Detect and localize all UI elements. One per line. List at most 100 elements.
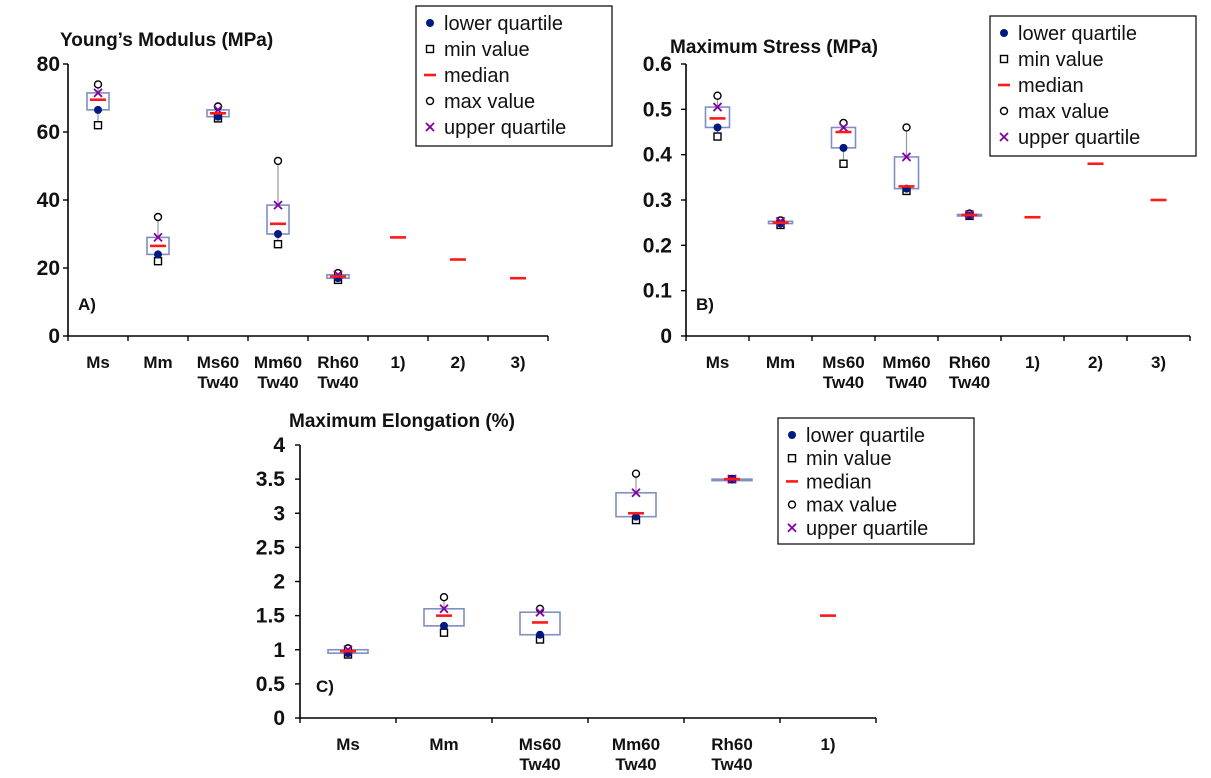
y-tick-label: 0 xyxy=(273,707,285,730)
min-value-marker xyxy=(273,239,283,249)
x-category-label: Ms60 xyxy=(822,353,865,372)
y-tick-label: 0.6 xyxy=(643,53,672,76)
lower-quartile-marker xyxy=(839,143,848,152)
legend-entry-label: min value xyxy=(1018,49,1104,71)
box-group xyxy=(830,118,857,168)
lower-quartile-marker xyxy=(788,431,796,439)
chart-title: Maximum Elongation (%) xyxy=(289,411,515,432)
x-category-label: Ms60 xyxy=(197,353,240,372)
upper-quartile-marker xyxy=(153,232,163,243)
legend: lower quartile min value median max value up… xyxy=(415,5,613,147)
min-value-marker xyxy=(153,257,163,266)
min-value-marker xyxy=(425,44,435,54)
min-value-marker xyxy=(93,120,103,130)
upper-quartile-marker xyxy=(775,216,786,226)
x-category-label: Mm xyxy=(143,353,172,372)
y-tick-label: 3 xyxy=(273,502,285,525)
max-value-marker xyxy=(631,469,641,478)
x-category-label: Mm xyxy=(429,735,458,754)
lower-quartile-marker xyxy=(713,123,722,132)
legend-entry-label: lower quartile xyxy=(444,13,563,35)
box-group xyxy=(615,469,657,525)
x-category-label: Rh60 xyxy=(711,735,753,754)
box-group xyxy=(767,216,794,230)
box-group xyxy=(86,80,110,130)
panel-label: C) xyxy=(316,677,334,696)
legend-entry-label: max value xyxy=(444,91,535,113)
upper-quartile-marker xyxy=(425,122,435,132)
legend-entry-label: upper quartile xyxy=(806,518,928,540)
max-value-marker xyxy=(153,212,163,222)
x-category-label: Rh60 xyxy=(317,353,359,372)
lower-quartile-marker xyxy=(94,105,102,114)
lower-quartile-marker xyxy=(536,630,544,639)
x-category-label: Tw40 xyxy=(886,373,927,392)
box-group xyxy=(711,474,753,484)
y-tick-label: 1 xyxy=(273,639,285,662)
x-category-label: Tw40 xyxy=(519,755,560,774)
upper-quartile-marker xyxy=(631,488,641,498)
x-category-label: Tw40 xyxy=(949,373,990,392)
box-group xyxy=(326,268,350,285)
y-tick-label: 0.2 xyxy=(643,234,672,257)
min-value-marker xyxy=(713,132,722,141)
chart-title: Maximum Stress (MPa) xyxy=(670,37,878,58)
lower-quartile-marker xyxy=(632,512,640,521)
y-tick-label: 20 xyxy=(37,257,60,280)
y-tick-label: 0 xyxy=(48,325,60,348)
x-category-label: Mm60 xyxy=(612,735,660,754)
x-category-label: Ms xyxy=(706,353,730,372)
y-tick-label: 0 xyxy=(660,325,672,348)
y-tick-label: 0.1 xyxy=(643,280,673,303)
y-tick-label: 3.5 xyxy=(256,468,286,491)
y-tick-label: 4 xyxy=(273,434,285,457)
min-value-marker xyxy=(839,159,848,168)
box-group xyxy=(327,644,369,659)
upper-quartile-marker xyxy=(439,604,449,614)
box-group xyxy=(956,209,983,221)
legend-entry-label: min value xyxy=(444,39,530,61)
x-category-label: Ms60 xyxy=(519,735,562,754)
box-body xyxy=(893,156,920,190)
y-tick-label: 0.4 xyxy=(643,144,673,167)
lower-quartile-marker xyxy=(154,250,162,259)
y-tick-label: 80 xyxy=(37,53,60,76)
upper-quartile-marker xyxy=(535,607,545,617)
y-tick-label: 60 xyxy=(37,121,60,144)
box-group xyxy=(519,604,561,644)
chart-title: Young’s Modulus (MPa) xyxy=(60,30,273,51)
y-tick-label: 2 xyxy=(273,571,285,594)
x-category-label: Tw40 xyxy=(615,755,656,774)
upper-quartile-marker xyxy=(343,645,353,655)
x-category-label: Mm xyxy=(766,353,795,372)
legend-entry-label: median xyxy=(806,471,872,493)
min-value-marker xyxy=(999,54,1009,64)
legend-entry-label: max value xyxy=(806,495,897,517)
x-category-label: Tw40 xyxy=(711,755,752,774)
y-tick-label: 0.3 xyxy=(643,189,672,212)
x-category-label: Mm60 xyxy=(882,353,930,372)
chart-panel-2: 00.10.20.30.40.50.6Ms Mm Ms60Tw40Mm60Tw40R… xyxy=(643,15,1197,392)
y-tick-label: 2.5 xyxy=(256,536,286,559)
x-category-label: Rh60 xyxy=(949,353,991,372)
x-category-label: Tw40 xyxy=(317,373,358,392)
lower-quartile-marker xyxy=(214,112,222,121)
x-category-label: 2) xyxy=(1088,353,1103,372)
legend-entry-label: median xyxy=(444,65,510,87)
x-category-label: 2) xyxy=(450,353,465,372)
max-value-marker xyxy=(425,96,435,106)
min-value-marker xyxy=(787,454,797,463)
upper-quartile-marker xyxy=(712,102,723,112)
lower-quartile-marker xyxy=(440,621,448,630)
upper-quartile-marker xyxy=(999,132,1009,142)
legend-entry-label: lower quartile xyxy=(806,425,925,447)
upper-quartile-marker xyxy=(93,88,103,98)
box-group xyxy=(423,592,465,637)
legend-frame xyxy=(989,15,1197,157)
legend-entry-label: upper quartile xyxy=(444,117,566,139)
lower-quartile-marker xyxy=(274,230,282,238)
lower-quartile-marker xyxy=(1000,29,1008,37)
